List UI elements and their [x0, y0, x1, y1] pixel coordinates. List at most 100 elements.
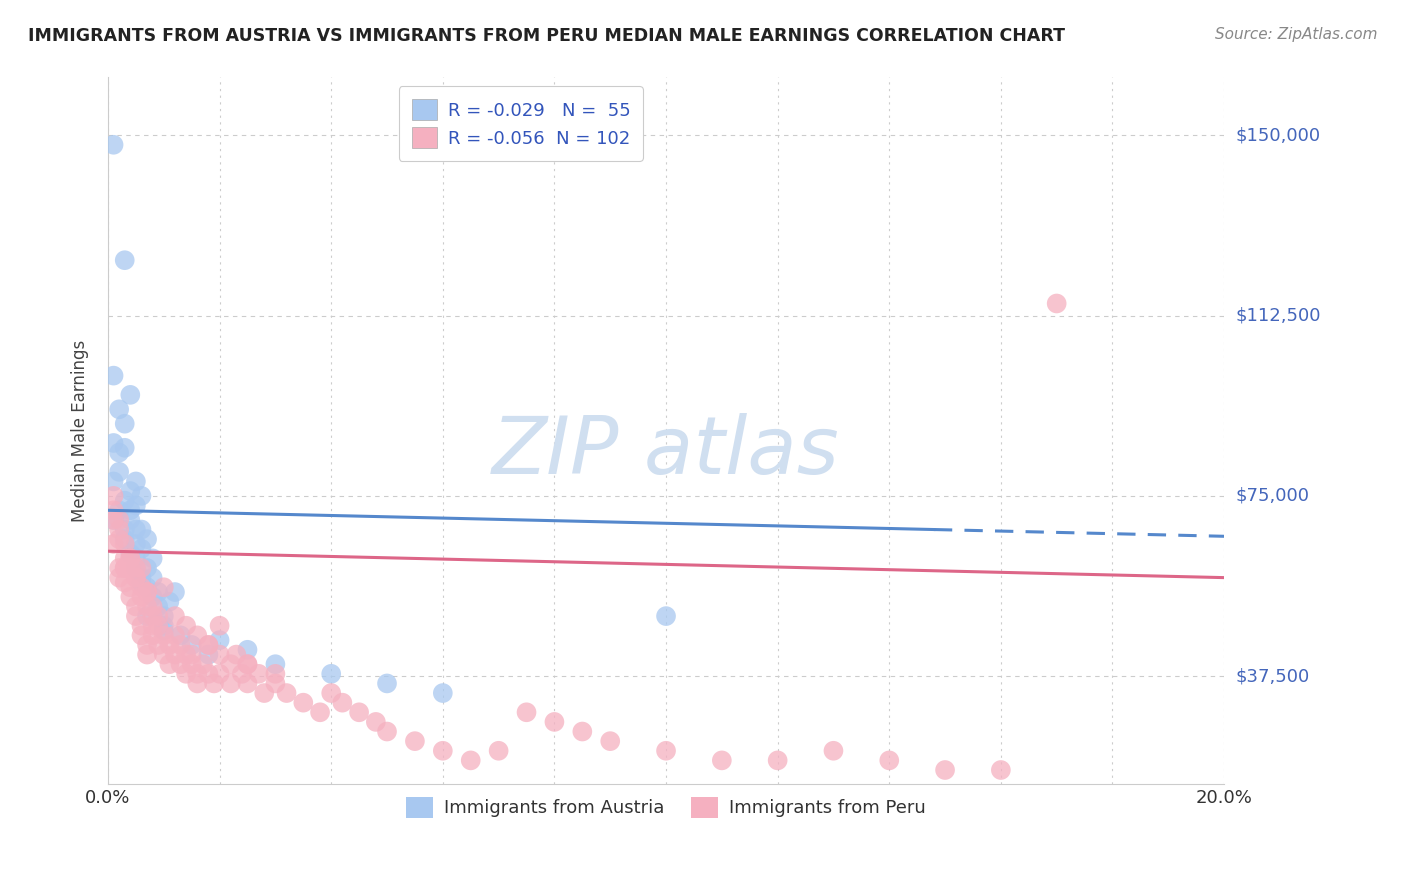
Point	[136, 599, 159, 614]
Point	[103, 537, 125, 551]
Point	[197, 666, 219, 681]
Point	[125, 499, 148, 513]
Point	[219, 657, 242, 672]
Point	[488, 744, 510, 758]
Point	[152, 580, 174, 594]
Point	[120, 513, 142, 527]
Point	[114, 561, 136, 575]
Point	[197, 648, 219, 662]
Point	[404, 734, 426, 748]
Point	[131, 628, 153, 642]
Point	[264, 676, 287, 690]
Point	[515, 706, 537, 720]
Point	[108, 402, 131, 417]
Point	[103, 475, 125, 489]
Point	[208, 648, 231, 662]
Point	[136, 585, 159, 599]
Point	[142, 571, 165, 585]
Point	[125, 561, 148, 575]
Point	[131, 571, 153, 585]
Point	[108, 571, 131, 585]
Point	[131, 541, 153, 556]
Point	[236, 676, 259, 690]
Point	[125, 523, 148, 537]
Point	[236, 642, 259, 657]
Point	[208, 666, 231, 681]
Point	[208, 633, 231, 648]
Point	[131, 580, 153, 594]
Point	[432, 744, 454, 758]
Point	[125, 599, 148, 614]
Text: ZIP atlas: ZIP atlas	[492, 413, 839, 491]
Point	[120, 580, 142, 594]
Point	[276, 686, 298, 700]
Point	[108, 561, 131, 575]
Point	[125, 609, 148, 624]
Point	[142, 590, 165, 604]
Point	[347, 706, 370, 720]
Point	[152, 618, 174, 632]
Point	[152, 628, 174, 642]
Point	[125, 561, 148, 575]
Point	[103, 436, 125, 450]
Point	[152, 609, 174, 624]
Point	[148, 609, 170, 624]
Point	[169, 638, 191, 652]
Text: Source: ZipAtlas.com: Source: ZipAtlas.com	[1215, 27, 1378, 42]
Text: IMMIGRANTS FROM AUSTRIA VS IMMIGRANTS FROM PERU MEDIAN MALE EARNINGS CORRELATION: IMMIGRANTS FROM AUSTRIA VS IMMIGRANTS FR…	[28, 27, 1066, 45]
Point	[292, 696, 315, 710]
Point	[103, 137, 125, 152]
Point	[131, 590, 153, 604]
Point	[432, 686, 454, 700]
Point	[114, 551, 136, 566]
Point	[120, 561, 142, 575]
Point	[710, 753, 733, 767]
Point	[197, 638, 219, 652]
Point	[136, 532, 159, 546]
Point	[174, 666, 197, 681]
Point	[103, 513, 125, 527]
Point	[114, 417, 136, 431]
Point	[180, 638, 202, 652]
Point	[157, 657, 180, 672]
Point	[120, 547, 142, 561]
Point	[142, 609, 165, 624]
Point	[1046, 296, 1069, 310]
Point	[375, 676, 398, 690]
Point	[120, 551, 142, 566]
Point	[114, 253, 136, 268]
Point	[103, 503, 125, 517]
Point	[197, 638, 219, 652]
Point	[264, 657, 287, 672]
Point	[131, 561, 153, 575]
Point	[264, 666, 287, 681]
Point	[131, 618, 153, 632]
Point	[120, 551, 142, 566]
Point	[120, 503, 142, 517]
Point	[321, 686, 343, 700]
Point	[108, 513, 131, 527]
Point	[321, 666, 343, 681]
Point	[142, 618, 165, 632]
Point	[186, 628, 208, 642]
Point	[163, 648, 186, 662]
Point	[990, 763, 1012, 777]
Point	[120, 590, 142, 604]
Point	[202, 676, 225, 690]
Point	[114, 441, 136, 455]
Point	[823, 744, 845, 758]
Legend: Immigrants from Austria, Immigrants from Peru: Immigrants from Austria, Immigrants from…	[399, 789, 934, 825]
Point	[125, 551, 148, 566]
Point	[231, 666, 253, 681]
Point	[136, 638, 159, 652]
Point	[125, 571, 148, 585]
Point	[208, 618, 231, 632]
Point	[152, 648, 174, 662]
Point	[186, 676, 208, 690]
Point	[125, 571, 148, 585]
Point	[114, 561, 136, 575]
Point	[364, 714, 387, 729]
Point	[571, 724, 593, 739]
Point	[543, 714, 565, 729]
Point	[309, 706, 332, 720]
